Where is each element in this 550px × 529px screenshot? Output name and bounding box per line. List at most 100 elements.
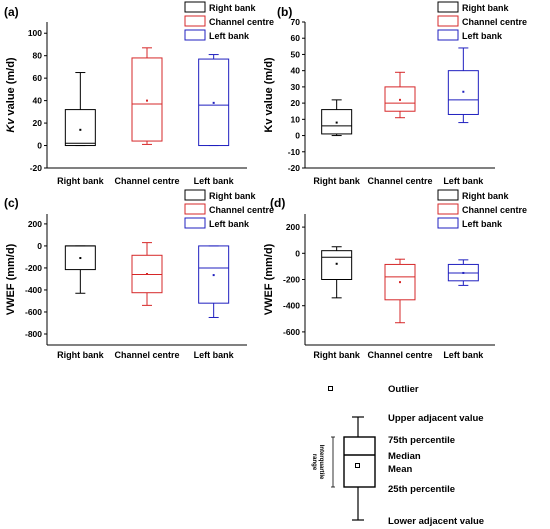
chart-panel: -600 -400 -200 0 200 (d) VWEF (mm/d) Right bank… [263,189,527,360]
y-tick-label: -200 [283,275,300,285]
y-tick-label: 50 [291,49,301,59]
key-box [343,436,376,488]
box-left-bank [447,47,479,124]
y-axis-label: Kv value (m/d) [5,57,17,133]
box-left-bank [447,259,479,286]
y-tick-label: -10 [288,147,301,157]
y-tick-label: -600 [283,327,300,337]
x-category-label: Channel centre [367,350,432,360]
x-category-label: Left bank [443,350,484,360]
legend-label: Channel centre [209,17,274,27]
legend-swatch [437,189,459,201]
box-mean-marker [462,271,465,274]
y-tick-label: -600 [25,307,42,317]
legend-swatch [437,217,459,229]
legend: Right bank Channel centre Left bank [184,189,274,229]
key-p75-label: 75th percentile [388,435,455,446]
key-p25-label: 25th percentile [388,484,455,495]
y-tick-label: -400 [25,285,42,295]
box-mean-marker [79,257,82,260]
x-category-label: Channel centre [114,350,179,360]
chart-panel: -800 -600 -400 -200 0 200 (c) VWEF (mm/d) Right … [4,189,274,360]
box-mean-marker [399,98,401,101]
legend: Right bank Channel centre Left bank [437,189,527,229]
legend-swatch [184,1,206,13]
x-category-label: Channel centre [367,176,432,186]
box-mean-marker [146,272,148,275]
panel-label: (d) [270,196,285,210]
y-axis-label-italic: Kv [5,118,17,133]
boxplot-key: Outlier Interquartile range Upper adjace… [311,384,484,527]
box-right-bank [321,99,353,137]
key-upper-label: Upper adjacent value [388,413,484,424]
y-axis-label-text: value (m/d) [5,57,17,118]
box-rect [321,109,353,135]
box-rect [447,70,479,115]
key-lower-label: Lower adjacent value [388,516,484,527]
x-category-label: Right bank [57,176,104,186]
box-mean-marker [146,99,148,102]
legend-swatch [184,29,206,41]
box-right-bank [64,72,96,147]
key-median-label: Median [388,451,421,462]
y-axis-label: VWEF (mm/d) [5,243,17,315]
y-tick-label: 10 [291,114,301,124]
key-outlier-label: Outlier [388,384,419,395]
box-mean-marker [79,128,82,131]
legend-label: Right bank [209,3,256,13]
key-mean-label: Mean [388,464,412,475]
legend-label: Left bank [462,219,503,229]
y-axis-label-text: VWEF (mm/d) [263,243,275,315]
key-range-label-1: Interquartile [318,445,324,480]
box-rect [198,58,230,147]
y-tick-label: 100 [28,28,42,38]
box-mean-marker [212,101,215,104]
box-mean-marker [462,90,465,93]
key-mean-marker [355,463,360,468]
legend-swatch [437,29,459,41]
y-tick-label: 0 [37,241,42,251]
legend-label: Channel centre [462,205,527,215]
x-category-label: Left bank [443,176,484,186]
y-tick-label: 60 [33,73,43,83]
box-left-bank [198,245,230,318]
y-tick-label: 200 [28,219,42,229]
box-channel-centre [384,258,416,324]
legend-swatch [184,217,206,229]
y-tick-label: 0 [37,141,42,151]
y-axis-label-text: Kv value (m/d) [263,57,275,133]
legend-label: Left bank [209,219,250,229]
box-rect [64,109,96,147]
legend-swatch [184,15,206,27]
chart-panel: -20 -10 0 10 20 30 40 50 60 70(b) Kv value (m/d) Ri… [263,1,527,186]
box-channel-centre [131,242,163,306]
legend: Right bank Channel centre Left bank [184,1,274,41]
box-rect [198,245,230,304]
y-tick-label: 0 [295,131,300,141]
box-right-bank [64,245,96,294]
legend-label: Right bank [462,3,509,13]
box-mean-marker [335,262,338,265]
x-category-label: Right bank [57,350,104,360]
box-channel-centre [384,71,416,119]
y-tick-label: 80 [33,51,43,61]
legend-swatch [184,189,206,201]
chart-panel: -20 0 20 40 60 80 100 (a) Kv value (m/d) Right ba… [4,1,274,186]
y-tick-label: 200 [286,222,300,232]
y-tick-label: 70 [291,17,301,27]
y-tick-label: -200 [25,263,42,273]
y-tick-label: -800 [25,329,42,339]
y-axis-label-text: VWEF (mm/d) [5,243,17,315]
box-rect [384,263,416,301]
y-tick-label: 20 [33,118,43,128]
box-mean-marker [335,121,338,124]
legend: Right bank Channel centre Left bank [437,1,527,41]
y-axis-label: Kv value (m/d) [263,57,275,133]
legend-swatch [437,15,459,27]
x-category-label: Channel centre [114,176,179,186]
x-category-label: Right bank [313,176,360,186]
y-tick-label: -20 [288,163,301,173]
y-tick-label: 40 [291,66,301,76]
